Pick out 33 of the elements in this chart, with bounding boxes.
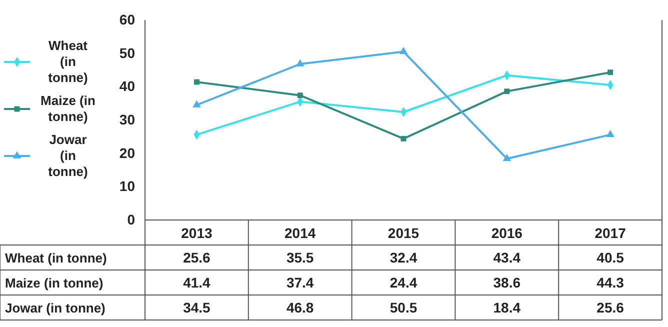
data-label: 18.4: [493, 300, 521, 316]
data-label: 43.4: [493, 250, 521, 266]
data-label: 44.3: [596, 274, 624, 290]
x-tick-label: 2013: [181, 224, 212, 241]
y-tick-label: 50: [119, 44, 136, 61]
x-tick-label: 2014: [284, 224, 316, 241]
x-tick-label: 2017: [594, 224, 626, 241]
data-label: 41.4: [183, 274, 211, 290]
legend-label: Jowar (in tonne): [48, 132, 88, 179]
data-label: 34.5: [183, 300, 211, 316]
text: Jowar (in tonne): [5, 300, 106, 316]
y-tick-label: 20: [119, 144, 136, 161]
data-label: 37.4: [286, 274, 314, 290]
x-tick-label: 2016: [491, 224, 523, 241]
text: Maize (in tonne): [5, 276, 104, 290]
data-label: 46.8: [286, 300, 314, 316]
data-label: 25.6: [183, 250, 211, 266]
text: Wheat (in tonne): [5, 250, 107, 266]
data-label: 50.5: [390, 300, 418, 316]
data-label: 25.6: [596, 300, 624, 316]
legend-label: Wheat (in tonne): [48, 38, 88, 85]
data-label: 40.5: [596, 250, 624, 266]
y-tick-label: 60: [119, 11, 136, 28]
data-label: 38.6: [493, 274, 521, 290]
y-tick-label: 40: [119, 78, 136, 94]
data-label: 24.4: [390, 274, 418, 290]
y-tick-label: 0: [127, 211, 136, 228]
x-tick-label: 2015: [388, 224, 420, 241]
y-tick-label: 30: [119, 111, 136, 128]
y-tick-label: 10: [119, 178, 136, 194]
data-label: 35.5: [286, 250, 314, 266]
data-label: 32.4: [390, 250, 418, 266]
legend-label: Maize (in tonne): [40, 93, 96, 124]
